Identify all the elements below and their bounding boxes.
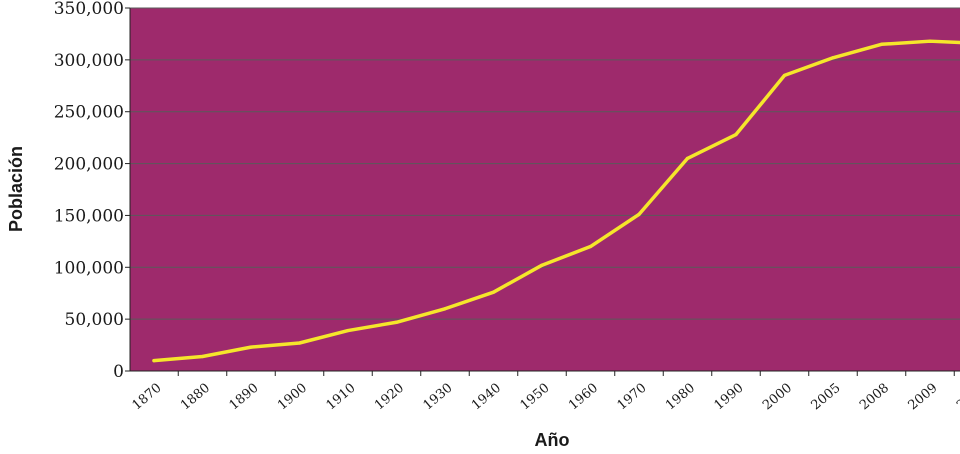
axes: [125, 7, 960, 376]
x-tick-label: 1950: [518, 381, 553, 414]
data-point: [734, 132, 738, 137]
x-tick-label: 1970: [615, 381, 650, 414]
data-point: [443, 307, 447, 311]
data-point: [297, 341, 302, 345]
x-tick-label: 1980: [663, 381, 698, 414]
data-point: [879, 42, 884, 46]
series: [152, 39, 960, 363]
data-point: [782, 73, 787, 78]
x-tick-label: 1910: [324, 381, 359, 414]
data-point: [394, 320, 399, 324]
series-line: [152, 39, 960, 363]
x-tick-label: 2009: [906, 381, 941, 414]
x-tick-labels: 1870 1880 1890 1900 1910 1920 1930 1940 1950 1960…: [130, 381, 960, 414]
data-point: [588, 244, 593, 249]
y-axis-title: Población: [6, 146, 26, 232]
data-point: [540, 263, 544, 267]
x-tick-label: 1870: [130, 381, 165, 414]
x-tick-label: 2010: [954, 381, 960, 414]
plot-area: [130, 8, 960, 371]
x-tick-label: 1960: [566, 381, 601, 414]
y-tick-label: 50,000: [65, 310, 124, 330]
data-point: [200, 354, 205, 359]
y-tick-label: 350,000: [54, 0, 124, 19]
y-tick-label: 200,000: [54, 155, 124, 175]
x-tick-label: 1880: [178, 381, 213, 414]
x-tick-label: 1890: [227, 381, 262, 414]
x-tick-label: 1990: [712, 381, 747, 414]
data-point: [831, 56, 835, 60]
data-point: [685, 156, 690, 160]
y-tick-labels: 0 50,000 100,000 150,000 200,000 250,000 300,0…: [54, 0, 124, 382]
data-point: [491, 290, 496, 294]
x-tick-label: 2000: [760, 381, 795, 414]
x-axis-title: Año: [535, 430, 570, 450]
y-tick-label: 300,000: [54, 51, 124, 71]
data-point: [637, 212, 641, 216]
data-point: [928, 39, 932, 43]
y-tick-label: 250,000: [54, 103, 124, 123]
x-tick-label: 2005: [809, 381, 844, 414]
data-point: [249, 345, 253, 349]
x-tick-label: 1920: [372, 381, 407, 414]
y-tick-label: 100,000: [54, 258, 124, 278]
x-tick-label: 2008: [857, 381, 892, 414]
y-tick-label: 150,000: [54, 206, 124, 226]
data-point: [346, 328, 350, 333]
data-point: [152, 359, 156, 363]
x-tick-label: 1940: [469, 381, 504, 414]
gridlines: [130, 7, 960, 320]
x-tick-label: 1900: [275, 381, 310, 414]
y-tick-label: 0: [113, 362, 124, 382]
x-tick-label: 1930: [421, 381, 456, 414]
